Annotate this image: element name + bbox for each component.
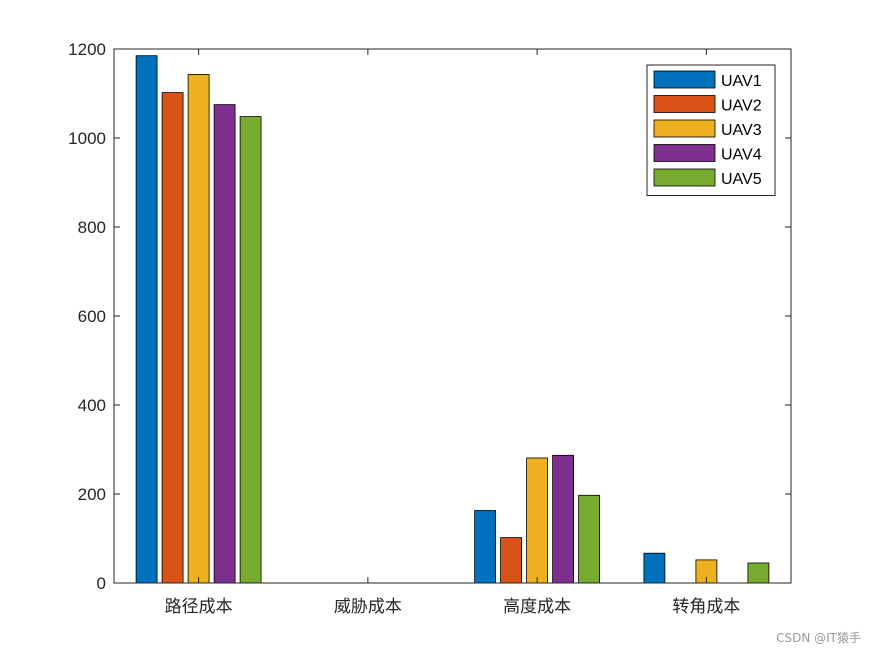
y-tick-label: 1200 — [68, 40, 106, 59]
x-category-label: 高度成本 — [503, 597, 571, 617]
legend-label-uav1: UAV1 — [721, 73, 762, 90]
x-category-label: 威胁成本 — [334, 597, 402, 617]
y-tick-label: 800 — [78, 218, 106, 237]
bars-group — [135, 55, 770, 584]
legend-swatch-uav2 — [653, 95, 716, 113]
y-tick-label: 200 — [78, 485, 106, 504]
axes-group: 0 200 400 600 800 1000 1200 路径成本 威胁成本 高度成本 转角成本 — [68, 40, 792, 617]
legend: UAV1 UAV2 UAV3 UAV4 UAV5 — [646, 64, 776, 196]
bar-uav1-4 — [643, 552, 666, 584]
y-tick-label: 0 — [97, 574, 106, 593]
bar-uav3-3 — [526, 457, 548, 584]
bar-uav5-4 — [747, 562, 770, 584]
legend-label-uav3: UAV3 — [721, 122, 762, 139]
bar-uav2-1 — [161, 92, 184, 584]
legend-swatch-uav3 — [653, 119, 716, 138]
legend-swatch-uav1 — [653, 70, 716, 89]
legend-swatch-uav5 — [653, 168, 716, 187]
bar-uav2-3 — [500, 537, 523, 584]
bar-uav1-1 — [135, 55, 158, 584]
bar-uav5-3 — [578, 494, 600, 584]
legend-label-uav5: UAV5 — [721, 171, 762, 188]
bar-uav4-3 — [552, 454, 574, 584]
y-tick-label: 600 — [78, 307, 106, 326]
legend-swatch-uav4 — [653, 144, 716, 162]
legend-label-uav2: UAV2 — [721, 98, 762, 115]
bar-uav5-1 — [239, 116, 262, 584]
x-category-label: 路径成本 — [165, 597, 233, 617]
y-tick-label: 400 — [78, 396, 106, 415]
x-category-label: 转角成本 — [672, 597, 740, 617]
bar-uav4-1 — [213, 104, 236, 584]
bar-uav3-1 — [187, 74, 210, 584]
bar-uav1-3 — [474, 510, 497, 584]
watermark-text: CSDN @IT猿手 — [776, 631, 861, 645]
y-tick-label: 1000 — [68, 129, 106, 148]
legend-label-uav4: UAV4 — [721, 147, 762, 164]
